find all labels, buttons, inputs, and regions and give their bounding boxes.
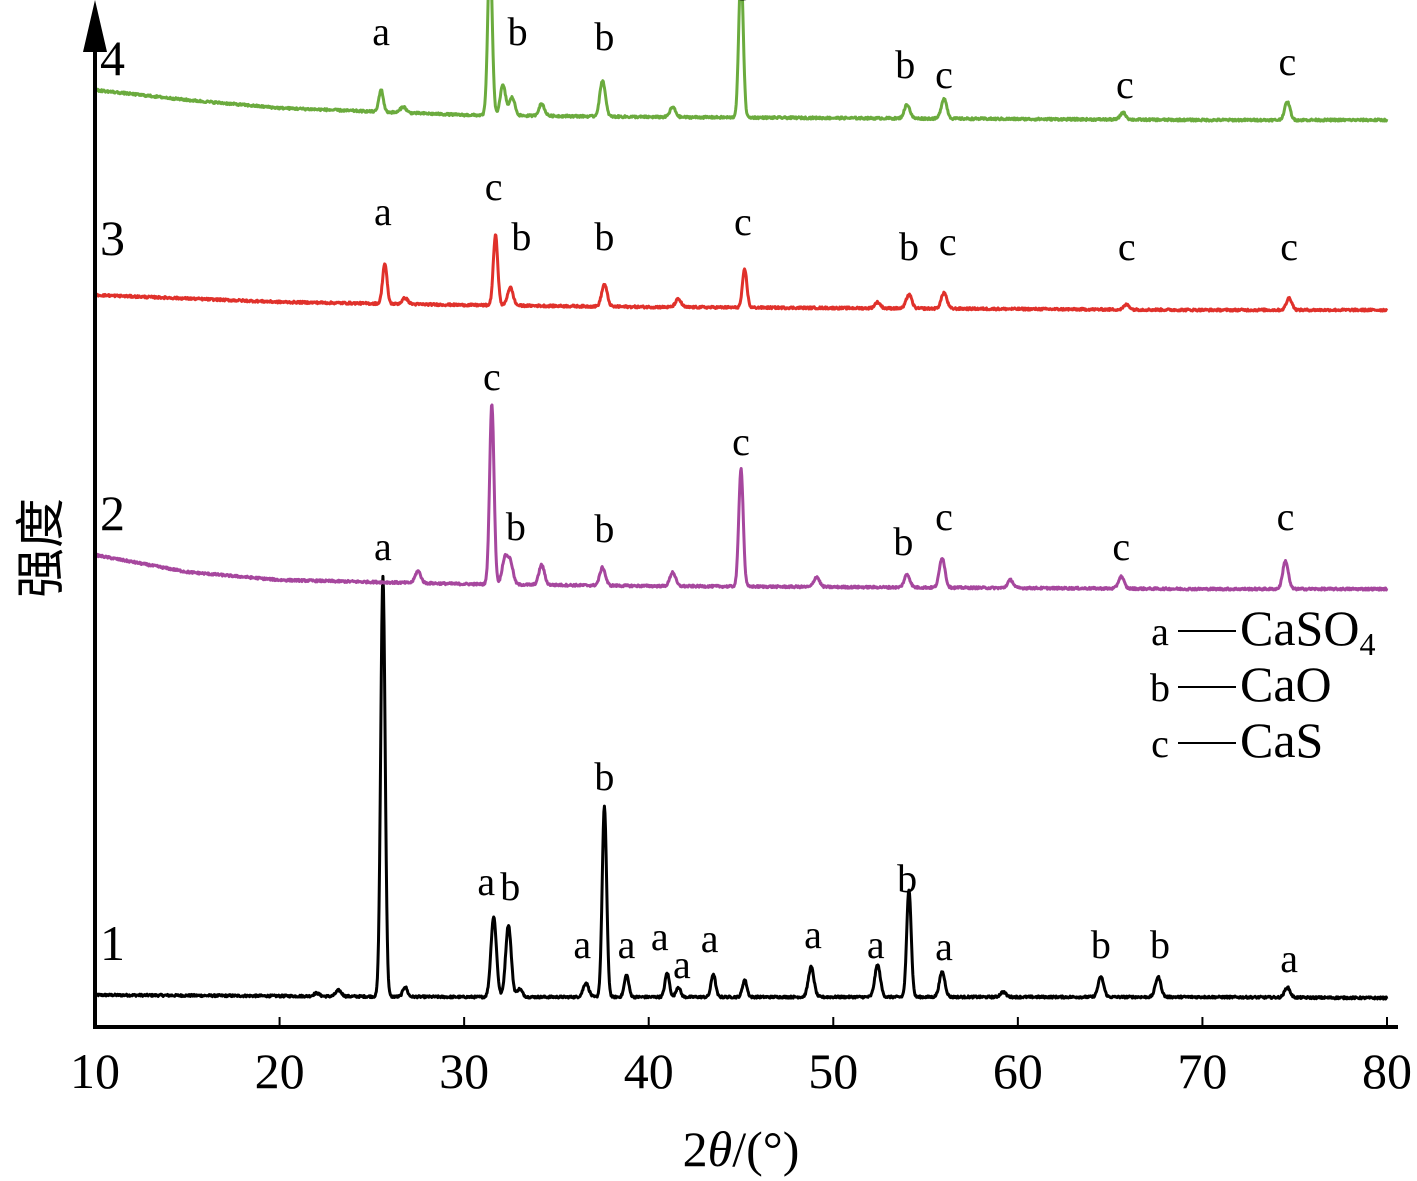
x-tick-label: 30	[439, 1043, 489, 1099]
peak-label: b	[511, 214, 531, 259]
peak-label: c	[734, 199, 752, 244]
x-ticks-layer: 10 20 30 40 50 60 70 80	[70, 1017, 1412, 1099]
peak-label: b	[506, 504, 526, 549]
legend-phase-label: CaSO4	[1240, 600, 1375, 662]
peak-label: c	[935, 494, 953, 539]
x-tick-label: 40	[624, 1043, 674, 1099]
series-line-3	[93, 233, 1389, 313]
peak-label: b	[594, 14, 614, 59]
legend-phase-label: CaO	[1240, 656, 1332, 712]
peak-label: a	[867, 922, 885, 967]
x-tick-label: 20	[255, 1043, 305, 1099]
legend-item-b: b CaO	[1150, 656, 1332, 712]
curve-label-1: 1	[100, 915, 125, 971]
axes-layer	[83, 0, 1398, 1029]
curves-layer	[93, 0, 1389, 1001]
peak-label: a	[651, 914, 669, 959]
curve-label-3: 3	[100, 210, 125, 266]
series-line-1	[93, 574, 1389, 1001]
peak-label: c	[483, 354, 501, 399]
x-axis-label: 2θ/(°)	[683, 1121, 800, 1177]
x-tick-label: 50	[808, 1043, 858, 1099]
peak-label: c	[935, 52, 953, 97]
peak-label: a	[374, 189, 392, 234]
peak-label: b	[594, 754, 614, 799]
peak-label: a	[618, 922, 636, 967]
peak-label: a	[673, 942, 691, 987]
legend-marker-letter: a	[1151, 609, 1169, 654]
y-axis-label: 强度	[13, 498, 69, 598]
peak-label: c	[732, 0, 750, 9]
x-tick-label: 70	[1177, 1043, 1227, 1099]
peak-label: c	[1277, 494, 1295, 539]
y-axis-arrow	[83, 0, 107, 52]
peak-label: b	[895, 42, 915, 87]
peak-label: b	[1091, 922, 1111, 967]
peak-label: b	[897, 856, 917, 901]
peak-label: a	[701, 916, 719, 961]
peak-label: a	[804, 912, 822, 957]
peak-label: c	[1118, 224, 1136, 269]
peak-label: b	[594, 506, 614, 551]
x-tick-label: 10	[70, 1043, 120, 1099]
peak-label: c	[1278, 39, 1296, 84]
curve-label-4: 4	[100, 30, 125, 86]
peak-label: c	[732, 419, 750, 464]
peak-label: c	[1280, 224, 1298, 269]
peak-label: c	[1116, 62, 1134, 107]
peak-label: c	[1112, 524, 1130, 569]
peak-label: a	[573, 922, 591, 967]
legend-item-c: c CaS	[1151, 712, 1323, 768]
legend-item-a: a CaSO4	[1151, 600, 1375, 662]
peak-label: a	[1280, 936, 1298, 981]
series-line-2	[93, 403, 1389, 592]
legend-marker-letter: b	[1150, 665, 1170, 710]
peak-label: b	[899, 224, 919, 269]
x-tick-label: 80	[1362, 1043, 1412, 1099]
peak-label: c	[485, 164, 503, 209]
curve-labels-layer: 1 2 3 4	[100, 30, 125, 971]
legend-phase-label: CaS	[1240, 712, 1323, 768]
legend: a CaSO4 b CaO c CaS	[1150, 600, 1375, 768]
peak-label: a	[372, 9, 390, 54]
curve-label-2: 2	[100, 485, 125, 541]
peak-label: b	[594, 214, 614, 259]
series-line-4	[93, 0, 1389, 123]
peak-label: a	[477, 859, 495, 904]
peak-labels-layer: aababaaaaaababbacbbcbcccacbbcbcccacbbcbc…	[372, 0, 1298, 987]
peak-label: b	[893, 519, 913, 564]
peak-label: c	[939, 219, 957, 264]
peak-label: b	[500, 864, 520, 909]
peak-label: a	[374, 524, 392, 569]
x-tick-label: 60	[993, 1043, 1043, 1099]
legend-marker-letter: c	[1151, 721, 1169, 766]
peak-label: b	[1150, 922, 1170, 967]
peak-label: b	[508, 9, 528, 54]
peak-label: a	[935, 924, 953, 969]
